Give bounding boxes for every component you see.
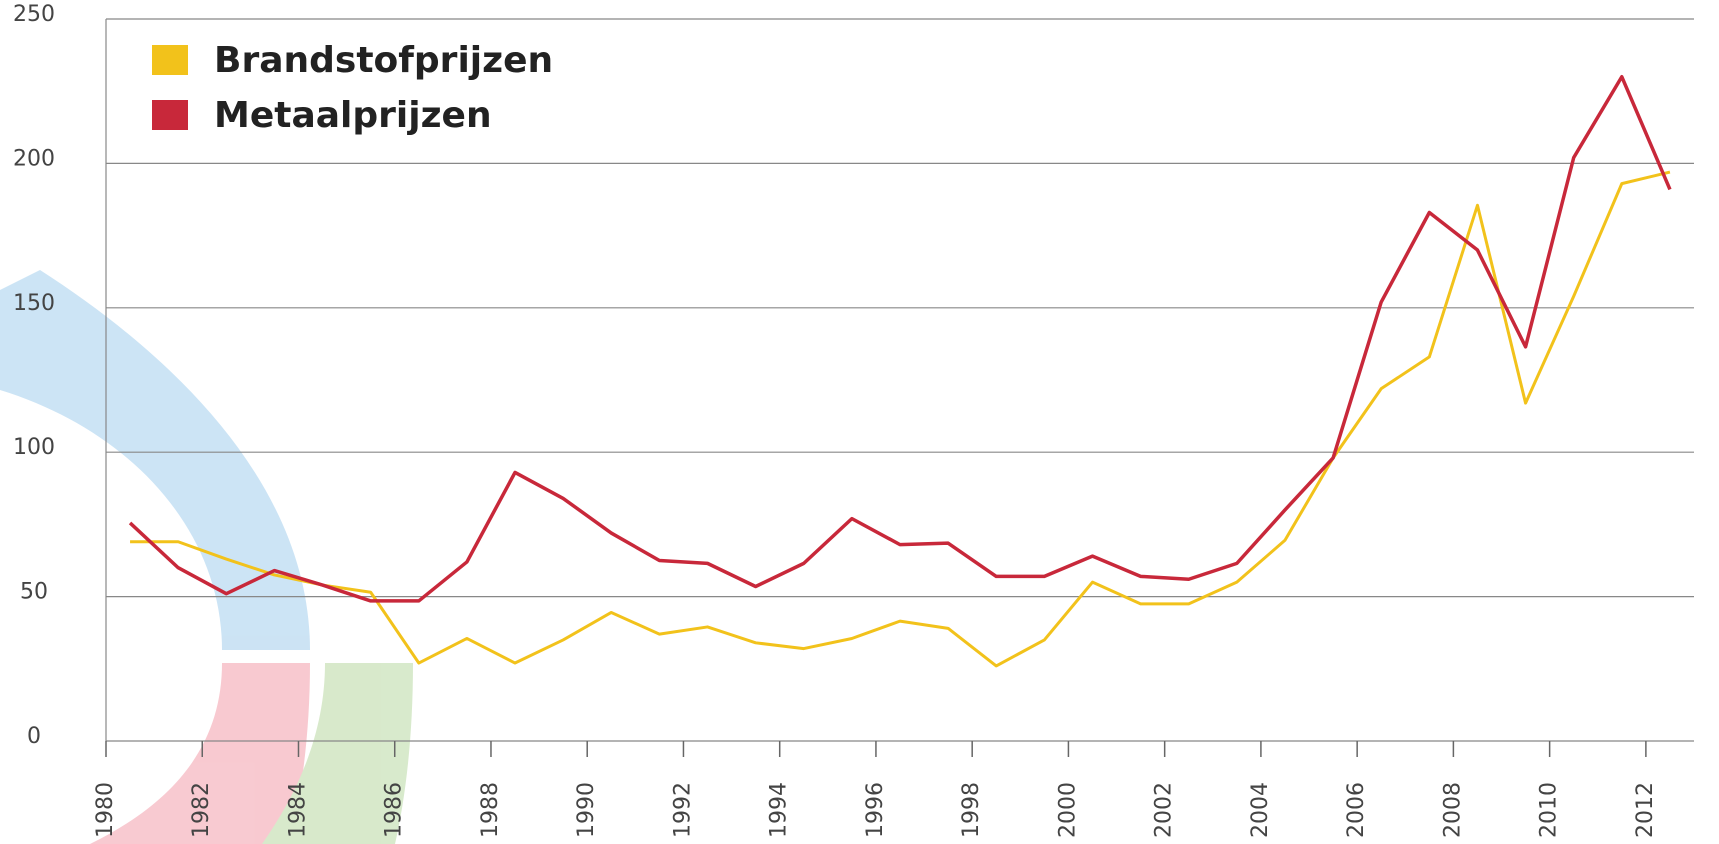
y-tick-label: 200 <box>13 146 55 171</box>
x-tick-label: 1986 <box>382 782 407 838</box>
y-tick-label: 0 <box>27 724 41 749</box>
x-tick-label: 2008 <box>1440 782 1465 838</box>
legend-swatch <box>152 45 188 75</box>
chart: 0 50 100 150 200 250 1980 1982 1984 1986 1988 1990 1… <box>0 0 1719 844</box>
legend-label: Metaalprijzen <box>214 95 492 136</box>
legend-swatch <box>152 100 188 130</box>
series-line <box>130 77 1670 601</box>
x-tick-label: 2002 <box>1152 782 1177 838</box>
x-tick-label: 1980 <box>93 782 118 838</box>
series-line <box>130 172 1670 666</box>
y-tick-label: 250 <box>13 2 55 27</box>
y-tick-label: 100 <box>13 435 55 460</box>
x-tick-label: 1982 <box>189 782 214 838</box>
decoration <box>0 270 413 844</box>
x-tick-label: 1984 <box>285 782 310 838</box>
legend-label: Brandstofprijzen <box>214 40 553 81</box>
x-tick-label: 1990 <box>574 782 599 838</box>
x-tick-label: 1998 <box>959 782 984 838</box>
x-tick-label: 2012 <box>1633 782 1658 838</box>
x-tick-label: 2006 <box>1344 782 1369 838</box>
x-tick-label: 1996 <box>863 782 888 838</box>
y-tick-label: 50 <box>20 580 48 605</box>
x-tick-label: 1992 <box>670 782 695 838</box>
y-tick-label: 150 <box>13 291 55 316</box>
x-tick-label: 2010 <box>1537 782 1562 838</box>
x-tick-label: 1994 <box>767 782 792 838</box>
x-tick-label: 2004 <box>1248 782 1273 838</box>
x-tick-label: 2000 <box>1055 782 1080 838</box>
x-tick-label: 1988 <box>478 782 503 838</box>
